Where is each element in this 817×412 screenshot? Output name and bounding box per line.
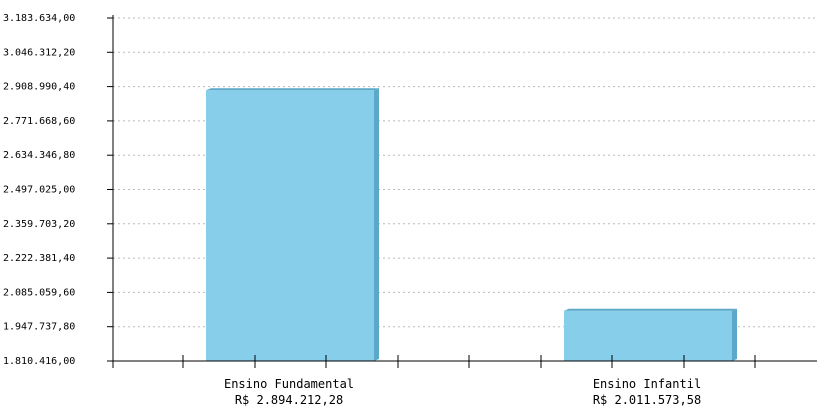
bar-face <box>564 310 732 361</box>
y-tick-labels: 1.810.416,00 1.947.737,80 2.085.059,60 2.22… <box>3 13 113 367</box>
axes <box>112 15 817 368</box>
y-tick-label: 2.085.059,60 <box>3 287 75 298</box>
bar-side <box>732 308 737 361</box>
bar-ensino-fundamental <box>206 88 379 361</box>
y-tick-label: 2.771.668,60 <box>3 116 75 127</box>
category-labels: Ensino Fundamental R$ 2.894.212,28 Ensin… <box>224 377 701 407</box>
y-tick-label: 2.222.381,40 <box>3 253 75 264</box>
bar-face <box>206 90 374 361</box>
value-label-infantil: R$ 2.011.573,58 <box>593 393 701 407</box>
bar-ensino-infantil <box>564 308 737 361</box>
category-label-fundamental: Ensino Fundamental <box>224 377 354 391</box>
y-tick-label: 3.046.312,20 <box>3 47 75 58</box>
value-label-fundamental: R$ 2.894.212,28 <box>235 393 343 407</box>
y-tick-label: 1.947.737,80 <box>3 322 75 333</box>
y-tick-label: 2.908.990,40 <box>3 82 75 93</box>
bar-side <box>374 88 379 361</box>
y-tick-label: 1.810.416,00 <box>3 356 75 367</box>
bar-top <box>206 88 379 91</box>
bar-top <box>564 308 737 311</box>
y-tick-label: 2.634.346,80 <box>3 150 75 161</box>
y-tick-label: 2.359.703,20 <box>3 219 75 230</box>
grid-lines <box>113 17 817 328</box>
category-label-infantil: Ensino Infantil <box>593 377 701 391</box>
y-tick-label: 3.183.634,00 <box>3 13 75 24</box>
bars <box>206 88 737 361</box>
y-tick-label: 2.497.025,00 <box>3 185 75 196</box>
